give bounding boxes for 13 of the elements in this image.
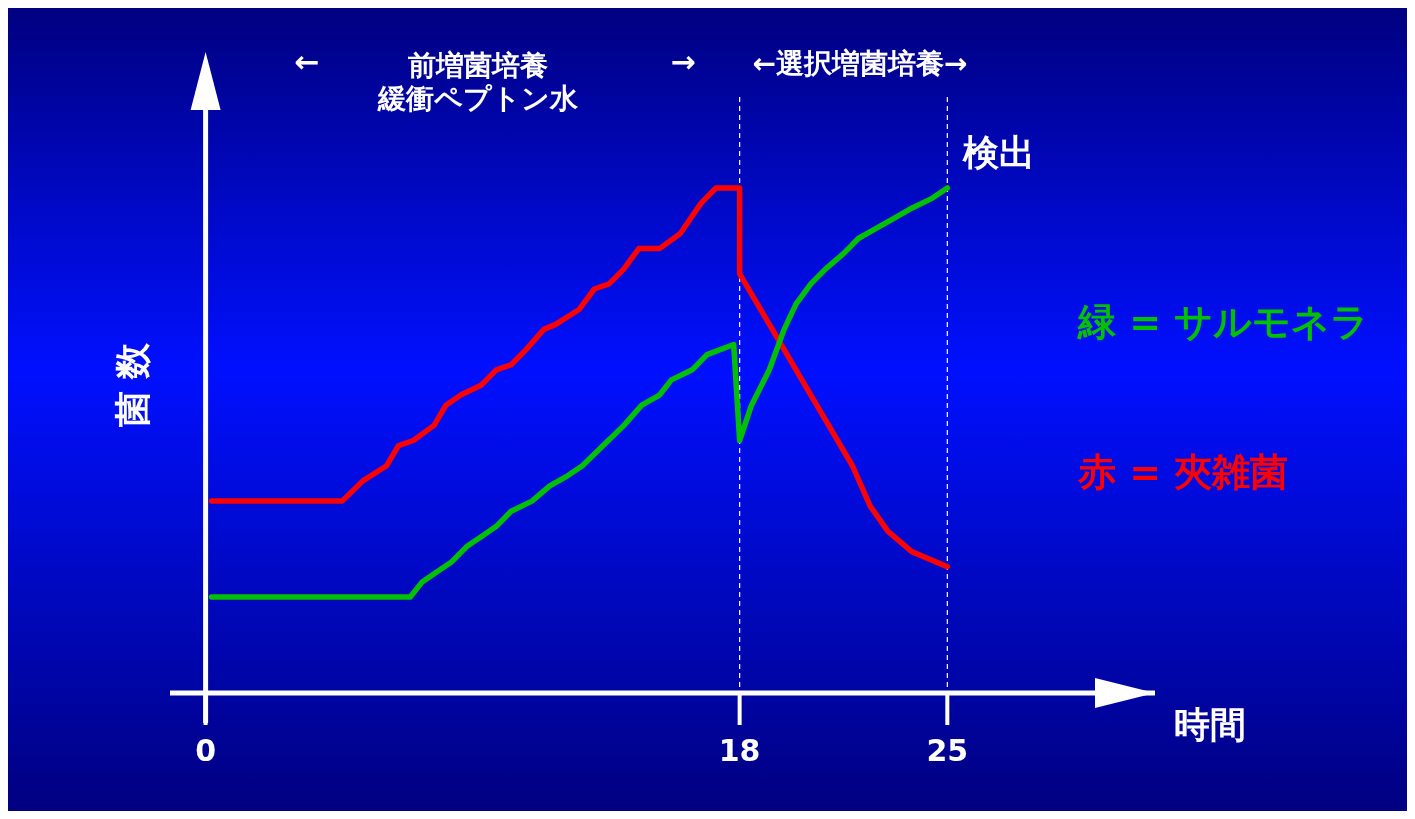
x-axis-title: 時間	[1174, 704, 1246, 745]
x-tick-label: 0	[195, 733, 217, 768]
text: ←選択増菌培養→	[752, 47, 968, 80]
x-tick-label: 18	[718, 733, 761, 768]
text: →	[670, 44, 696, 79]
x-tick-label: 25	[926, 733, 969, 768]
text: ←	[294, 44, 320, 79]
text: 緩衝ペプトン水	[377, 82, 579, 115]
text: 緑 = サルモネラ	[1077, 300, 1370, 344]
y-axis-title: 菌 数	[112, 341, 153, 428]
text: 赤 = 夾雑菌	[1077, 450, 1289, 494]
ref-line-label: 検出	[962, 132, 1036, 173]
text: 前増菌培養	[407, 49, 548, 82]
